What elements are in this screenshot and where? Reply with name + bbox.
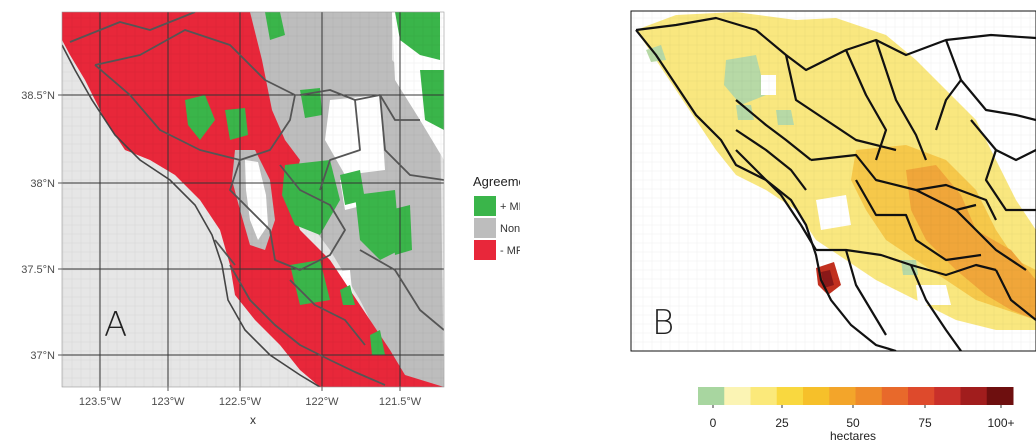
county-borders — [635, 16, 1036, 351]
colorbar-swatch — [750, 387, 778, 405]
colorbar-tick-label: 25 — [775, 416, 789, 430]
colorbar-tick-label: 100+ — [987, 416, 1014, 430]
colorbar-tick-label: 0 — [710, 416, 717, 430]
panel-b-frame — [630, 10, 1036, 352]
panel-a-letter: A — [104, 305, 127, 345]
colorbar-swatch — [855, 387, 883, 405]
colorbar-tick-label: 75 — [918, 416, 932, 430]
panel-a-frame — [61, 11, 445, 388]
coastline — [635, 29, 897, 351]
legend-swatch-none — [474, 218, 496, 238]
lon-tick-label: 122.5°W — [219, 396, 262, 408]
colorbar-swatch — [776, 387, 804, 405]
lon-tick-label: 122°W — [305, 396, 339, 408]
county-borders — [69, 12, 444, 386]
legend-label-minus: - MFRI — [500, 245, 520, 257]
lon-axis: 123.5°W 123°W 122.5°W 122°W 121.5°W x — [79, 387, 422, 427]
colorbar-swatch — [960, 387, 988, 405]
colorbar-swatch — [986, 387, 1014, 405]
colorbar-swatch — [881, 387, 909, 405]
panel-b-letter: B — [652, 303, 674, 343]
colorbar-swatch — [803, 387, 830, 405]
legend-label-none: None — [500, 223, 520, 235]
colorbar-swatch — [908, 387, 935, 405]
colorbar-swatch — [934, 387, 961, 405]
colorbar-swatches — [698, 387, 1014, 408]
colorbar-swatch — [698, 387, 725, 405]
colorbar-title: hectares — [830, 429, 876, 443]
lon-tick-label: 123.5°W — [79, 396, 122, 408]
lat-tick-label: 38°N — [30, 178, 55, 190]
legend-swatch-minus — [474, 240, 496, 260]
panel-a: A 38.5°N 38°N 37.5°N 37°N 123.5°W 123°W … — [21, 11, 520, 427]
lat-tick-label: 37°N — [30, 350, 55, 362]
lat-tick-label: 37.5°N — [21, 264, 55, 276]
hectares-map: B — [631, 11, 1036, 351]
lat-tick-label: 38.5°N — [21, 90, 55, 102]
legend-title: Agreement — [473, 174, 520, 189]
colorbar-swatch — [724, 387, 751, 405]
x-axis-title: x — [250, 413, 256, 427]
coastline — [62, 44, 321, 387]
lat-axis: 38.5°N 38°N 37.5°N 37°N — [21, 90, 62, 362]
lon-tick-label: 123°W — [151, 396, 185, 408]
legend-label-plus: + MFRI — [500, 201, 520, 213]
agreement-legend: Agreement + MFRI None - MFRI — [473, 174, 520, 260]
hectares-colorbar: 0 25 50 75 100+ hectares — [698, 387, 1015, 443]
legend-swatch-plus — [474, 196, 496, 216]
agreement-map: A — [62, 12, 444, 387]
graticule — [62, 12, 444, 387]
colorbar-swatch — [829, 387, 856, 405]
panel-b: B 0 25 50 75 100+ hectares — [630, 10, 1036, 443]
lon-tick-label: 121.5°W — [379, 396, 422, 408]
colorbar-tick-label: 50 — [846, 416, 860, 430]
